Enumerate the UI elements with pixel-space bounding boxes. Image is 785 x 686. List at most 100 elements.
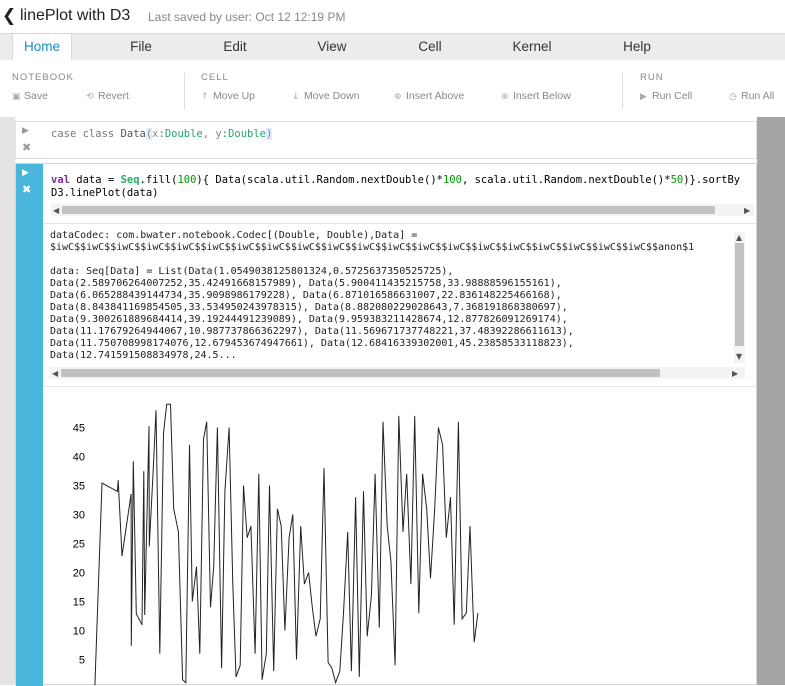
menu-help[interactable]: Help [623,39,651,54]
toolbar-divider [622,73,623,109]
output-line: Data(11.17679264944067,10.98773786636229… [50,326,574,337]
insert-below-label: Insert Below [513,90,571,102]
run-all-label: Run All [741,90,775,102]
arg-type: :Double [221,128,267,140]
run-cell-label: Run Cell [652,90,693,102]
code-text: Seq [120,174,140,186]
last-saved-status: Last saved by user: Oct 12 12:19 PM [148,10,346,24]
ribbon-toolbar: NOTEBOOK ▣ Save ⟲ Revert CELL ↑ Move Up ↓ Mo… [0,60,785,118]
delete-cell-icon[interactable]: ✖ [22,183,32,196]
group-label-cell: CELL [201,72,229,83]
y-tick-label: 15 [73,597,85,609]
scroll-right-icon[interactable]: ▶ [732,369,739,378]
output-text: dataCodec: com.bwater.notebook.Codec[(Do… [50,230,694,362]
insert-above-label: Insert Above [406,90,465,102]
plot-area [94,403,479,686]
arg-name: x [152,128,159,140]
y-tick-label: 40 [73,452,85,464]
save-icon: ▣ [12,92,21,102]
menu-file[interactable]: File [130,39,152,54]
menu-kernel[interactable]: Kernel [512,39,552,54]
number: 100 [442,174,462,186]
plus-circle-icon: ⊕ [501,92,509,102]
number: 100 [177,174,197,186]
run-cell-icon[interactable]: ▶ [22,126,29,136]
cell-2-code-line-1: val data = Seq.fill(100){ Data(scala.uti… [51,174,740,187]
run-cell-button[interactable]: ▶ Run Cell [640,90,692,102]
divider [43,223,756,224]
play-icon: ▶ [640,92,647,102]
menu-edit[interactable]: Edit [223,39,247,54]
output-line: data: Seq[Data] = List(Data(1.0549038125… [50,266,454,277]
paren: ( [145,128,153,140]
move-up-button[interactable]: ↑ Move Up [201,90,255,102]
scrollbar-thumb[interactable] [735,243,744,346]
output-line: Data(8.843841169854505,33.53495024397831… [50,302,568,313]
arrow-down-icon: ↓ [292,92,300,102]
arrow-up-icon: ↑ [201,92,209,102]
scroll-left-icon[interactable]: ◀ [53,206,60,215]
code-cell-2[interactable]: ▶ ✖ val data = Seq.fill(100){ Data(scala… [15,163,757,686]
save-label: Save [24,90,48,102]
cell-1-code[interactable]: case class Data(x:Double, y:Double) [51,128,273,141]
y-tick-label: 35 [73,481,85,493]
output-vscrollbar[interactable]: ▲ ▼ [734,232,745,363]
chevron-left-icon[interactable]: ❮ [2,6,17,26]
revert-label: Revert [98,90,129,102]
y-tick-label: 20 [73,568,85,580]
right-side-pane [757,117,785,685]
output-line: Data(2.589706264007252,35.42491668157989… [50,278,562,289]
menu-home[interactable]: Home [12,33,72,62]
paren: ) [266,128,273,140]
code-text: , scala.util.Random.nextDouble()* [461,174,671,186]
cell-2-editor[interactable]: val data = Seq.fill(100){ Data(scala.uti… [49,164,756,220]
editor-hscrollbar[interactable]: ◀ ▶ [51,204,754,216]
y-tick-label: 30 [73,510,85,522]
move-down-button[interactable]: ↓ Move Down [292,90,359,102]
y-tick-label: 45 [73,423,85,435]
keyword: val [51,174,70,186]
y-tick-label: 25 [73,539,85,551]
scrollbar-thumb[interactable] [62,206,715,214]
revert-button[interactable]: ⟲ Revert [86,90,129,102]
scroll-left-icon[interactable]: ◀ [52,369,59,378]
output-line: dataCodec: com.bwater.notebook.Codec[(Do… [50,230,418,241]
output-line: Data(6.065288439144734,35.9098986179228)… [50,290,562,301]
notebook-header: ❮ linePlot with D3 Last saved by user: O… [0,0,785,34]
cell-2-code-line-2: D3.linePlot(data) [51,187,159,199]
keyword: case class [51,128,121,140]
series-line [94,403,479,686]
delete-cell-icon[interactable]: ✖ [22,141,32,154]
run-all-button[interactable]: ◷ Run All [729,90,774,102]
menu-cell[interactable]: Cell [418,39,442,54]
plus-circle-icon: ⊕ [394,92,402,102]
revert-icon: ⟲ [86,92,94,102]
code-text: )}.sortBy [683,174,741,186]
scroll-right-icon[interactable]: ▶ [744,206,751,215]
code-cell-1[interactable]: ▶ ✖ case class Data(x:Double, y:Double) [15,121,757,159]
menu-bar: Home File Edit View Cell Kernel Help [0,33,785,62]
y-tick-label: 10 [73,626,85,638]
insert-below-button[interactable]: ⊕ Insert Below [501,90,571,102]
group-label-run: RUN [640,72,664,83]
scrollbar-thumb[interactable] [61,369,660,377]
scroll-down-icon[interactable]: ▼ [736,352,743,361]
arg-name: y [215,128,222,140]
text-output: dataCodec: com.bwater.notebook.Codec[(Do… [49,230,747,364]
group-label-notebook: NOTEBOOK [12,72,74,83]
output-hscrollbar[interactable]: ◀ ▶ [49,367,745,379]
insert-above-button[interactable]: ⊕ Insert Above [394,90,464,102]
notebook-title[interactable]: linePlot with D3 [20,7,131,24]
output-line: Data(9.300261889684414,39.19244491239089… [50,314,568,325]
output-line [50,254,694,266]
code-text: data = [69,174,121,186]
y-axis: 5 10 15 20 25 30 35 40 45 [73,423,85,667]
arg-type: :Double [158,128,203,140]
scroll-up-icon[interactable]: ▲ [736,233,743,242]
number: 50 [670,174,684,186]
output-line: Data(11.750708998174076,12.6794536749476… [50,338,574,349]
save-button[interactable]: ▣ Save [12,90,48,102]
output-line: Data(12.741591508834978,24.5... [50,350,237,361]
run-cell-icon[interactable]: ▶ [22,168,29,178]
menu-view[interactable]: View [317,39,347,54]
